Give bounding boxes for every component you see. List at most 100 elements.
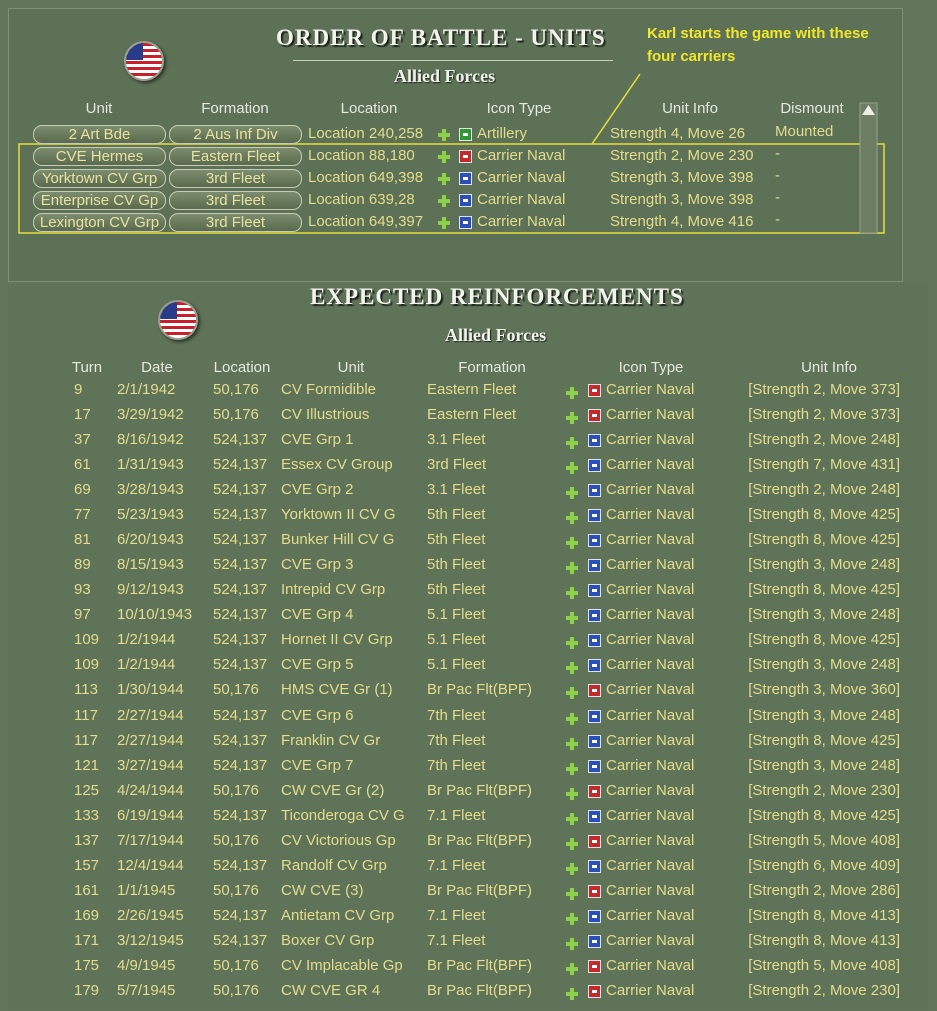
scrollbar[interactable]	[859, 102, 878, 234]
panel-subtitle: Allied Forces	[394, 66, 496, 86]
unit-button[interactable]: CVE Hermes	[33, 147, 166, 166]
formation-button[interactable]: 3rd Fleet	[169, 213, 302, 232]
plus-icon[interactable]	[438, 173, 450, 185]
unit-info: [Strength 8, Move 425]	[748, 731, 900, 749]
icon-type: Carrier Naval	[606, 956, 695, 974]
column-header: Date	[141, 359, 173, 376]
column-header: Unit	[85, 100, 113, 117]
plus-icon[interactable]	[566, 412, 578, 425]
unit-button[interactable]: Yorktown CV Grp	[33, 169, 166, 188]
date: 3/29/1942	[117, 406, 184, 424]
dismount: -	[775, 145, 780, 162]
turn: 97	[74, 606, 91, 624]
plus-icon[interactable]	[566, 587, 578, 600]
plus-icon[interactable]	[566, 562, 578, 575]
plus-icon[interactable]	[566, 537, 578, 550]
location: 524,137	[213, 806, 268, 824]
plus-icon[interactable]	[566, 512, 578, 525]
us-flag	[124, 41, 164, 81]
unit-info: [Strength 3, Move 248]	[748, 706, 900, 724]
plus-icon[interactable]	[566, 937, 578, 950]
plus-icon[interactable]	[566, 637, 578, 650]
unit-info: [Strength 5, Move 408]	[748, 956, 900, 974]
location: 50,176	[213, 381, 259, 398]
icon-type: Carrier Naval	[606, 731, 695, 749]
unit-info: [Strength 2, Move 230]	[748, 781, 900, 799]
plus-icon[interactable]	[566, 987, 578, 1000]
location: 524,137	[213, 431, 268, 449]
location: 524,137	[213, 581, 268, 599]
icon-type: Carrier Naval	[606, 881, 695, 899]
column-header: Icon Type	[486, 100, 552, 117]
location: 50,176	[213, 681, 259, 699]
scroll-up[interactable]	[862, 105, 875, 115]
location: 524,137	[213, 856, 268, 874]
date: 12/4/1944	[117, 856, 184, 874]
icon-type: Carrier Naval	[606, 806, 695, 824]
unit-button[interactable]: 2 Art Bde	[33, 125, 166, 144]
plus-icon[interactable]	[566, 812, 578, 825]
column-header: Dismount	[780, 100, 844, 117]
plus-icon[interactable]	[566, 887, 578, 900]
turn: 169	[74, 906, 100, 924]
plus-icon[interactable]	[566, 612, 578, 625]
turn: 125	[74, 781, 100, 799]
plus-icon[interactable]	[438, 195, 450, 207]
turn: 69	[74, 481, 91, 499]
plus-icon[interactable]	[566, 837, 578, 850]
icon-type: Carrier Naval	[606, 856, 695, 874]
formation-button[interactable]: 2 Aus Inf Div	[169, 125, 302, 144]
turn: 61	[74, 456, 91, 474]
plus-icon[interactable]	[566, 712, 578, 725]
plus-icon[interactable]	[566, 862, 578, 875]
unit-icon	[588, 384, 601, 397]
plus-icon[interactable]	[438, 217, 450, 229]
unit-info: Strength 3, Move 398	[610, 191, 754, 208]
annotation: Karl starts the game with these four car…	[647, 25, 869, 65]
turn: 93	[74, 581, 91, 599]
icon-type: Carrier Naval	[606, 906, 695, 924]
unit-name: CV Implacable Gp	[281, 956, 403, 974]
plus-icon[interactable]	[438, 129, 450, 141]
plus-icon[interactable]	[566, 912, 578, 925]
date: 10/10/1943	[117, 606, 193, 624]
formation-button[interactable]: Eastern Fleet	[169, 147, 302, 166]
plus-icon[interactable]	[566, 662, 578, 675]
plus-icon[interactable]	[566, 487, 578, 500]
formation: 3rd Fleet	[427, 456, 487, 474]
unit-info: [Strength 3, Move 248]	[748, 556, 900, 574]
icon-type: Artillery	[477, 125, 528, 142]
formation: 7.1 Fleet	[427, 931, 486, 949]
plus-icon[interactable]	[566, 787, 578, 800]
turn: 117	[74, 731, 98, 749]
plus-icon[interactable]	[566, 437, 578, 450]
unit-info: Strength 4, Move 416	[610, 213, 754, 230]
location: 50,176	[213, 781, 259, 799]
formation: 7th Fleet	[427, 756, 486, 774]
unit-name: Yorktown II CV G	[281, 506, 396, 524]
plus-icon[interactable]	[566, 387, 578, 399]
formation-button[interactable]: 3rd Fleet	[169, 191, 302, 210]
date: 5/23/1943	[117, 506, 184, 524]
panel-subtitle: Allied Forces	[445, 325, 547, 345]
plus-icon[interactable]	[566, 687, 578, 700]
formation-button[interactable]: 3rd Fleet	[169, 169, 302, 188]
icon-type: Carrier Naval	[477, 169, 566, 186]
plus-icon[interactable]	[566, 462, 578, 475]
plus-icon[interactable]	[566, 762, 578, 775]
unit-icon	[588, 709, 601, 723]
unit-button[interactable]: Lexington CV Grp	[33, 213, 166, 232]
turn: 113	[74, 681, 98, 699]
plus-icon[interactable]	[566, 737, 578, 750]
unit-name: Essex CV Group	[281, 456, 393, 474]
formation: Br Pac Flt(BPF)	[427, 781, 533, 799]
icon-type: Carrier Naval	[606, 781, 695, 799]
date: 5/7/1945	[117, 981, 176, 999]
plus-icon[interactable]	[438, 151, 450, 163]
unit-name: CVE Grp 1	[281, 431, 354, 449]
icon-type: Carrier Naval	[606, 381, 695, 398]
us-flag	[158, 300, 198, 340]
unit-button[interactable]: Enterprise CV Gp	[33, 191, 166, 210]
plus-icon[interactable]	[566, 962, 578, 975]
date: 1/31/1943	[117, 456, 184, 474]
